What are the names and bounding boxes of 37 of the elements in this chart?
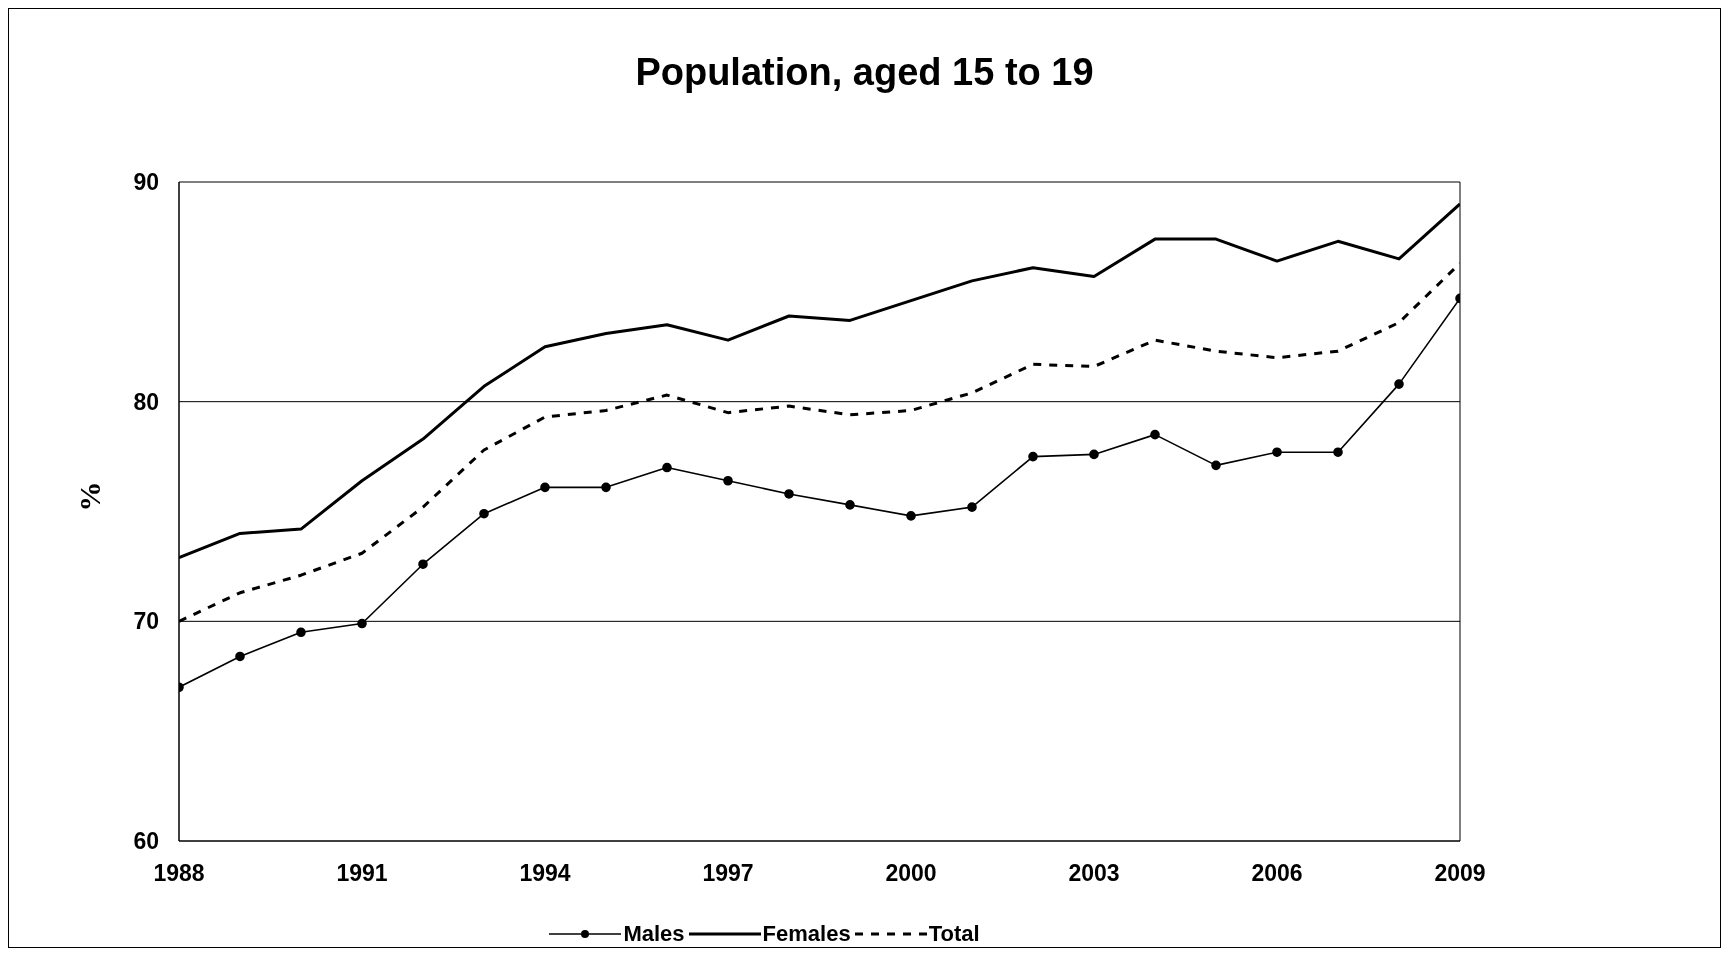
point: [662, 462, 672, 473]
point: [784, 489, 794, 499]
point: [723, 475, 733, 486]
legend-label: Total: [928, 921, 980, 947]
point: [845, 500, 855, 510]
x-tick-label: 1988: [153, 860, 205, 887]
point: [1089, 449, 1099, 460]
point: [1272, 447, 1282, 457]
point: [235, 651, 245, 662]
y-axis-title: %: [72, 481, 106, 512]
point: [418, 559, 428, 570]
y-tick-label: 80: [133, 388, 159, 415]
y-tick-label: 90: [133, 169, 159, 196]
point: [601, 482, 611, 493]
x-tick-label: 1997: [702, 860, 754, 887]
chart-title: Population, aged 15 to 19: [634, 51, 1095, 94]
point: [1333, 447, 1343, 457]
point: [1394, 379, 1404, 389]
point: [540, 482, 550, 493]
x-tick-label: 2003: [1068, 860, 1120, 887]
point: [1150, 429, 1160, 440]
x-tick-label: 1994: [519, 860, 571, 887]
point: [357, 618, 367, 629]
x-tick-label: 2006: [1251, 860, 1303, 887]
point: [296, 627, 306, 638]
legend-label: Males: [623, 921, 685, 947]
legend-label: Females: [762, 921, 851, 947]
point: [967, 502, 977, 512]
point: [1028, 451, 1038, 462]
point: [1211, 460, 1221, 471]
point: [479, 508, 489, 519]
point: [906, 511, 916, 521]
y-tick-label: 60: [133, 828, 159, 855]
y-tick-label: 70: [133, 608, 159, 635]
x-tick-label: 1991: [336, 860, 388, 887]
x-tick-label: 2000: [885, 860, 937, 887]
x-tick-label: 2009: [1434, 860, 1486, 887]
